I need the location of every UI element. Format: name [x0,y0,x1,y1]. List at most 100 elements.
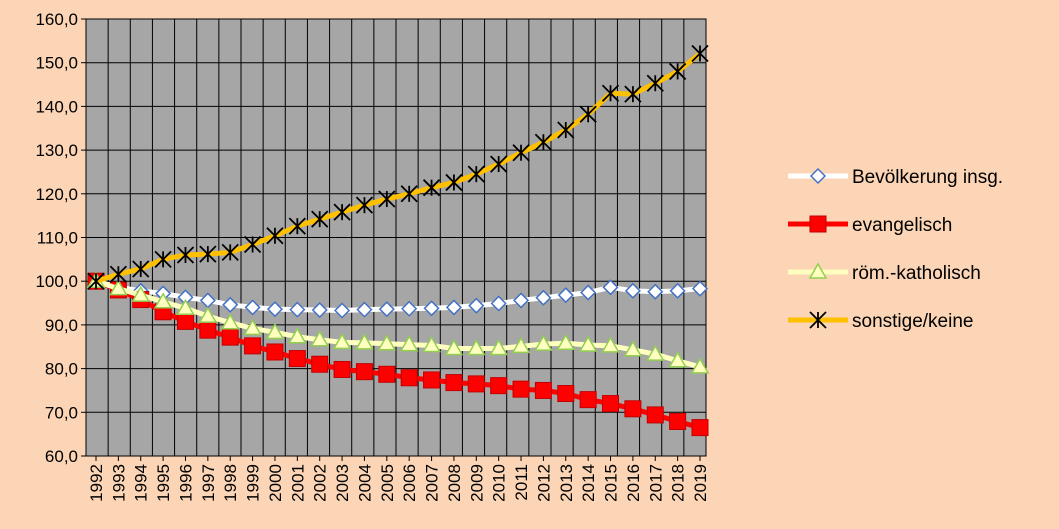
series-3 [87,44,709,290]
data-point [288,217,306,235]
data-point [220,313,240,330]
data-point [311,301,328,319]
data-point [445,374,463,392]
data-point [623,340,643,357]
data-point [310,330,329,347]
data-point [221,328,239,346]
data-point [691,280,709,297]
y-tick-label: 160,0 [35,10,78,29]
legend: Bevölkerung insg. evangelisch röm.-katholi… [788,167,1003,332]
data-point [556,333,576,351]
legend-entry-1: evangelisch [788,215,952,236]
data-point [579,105,597,123]
x-tick-label: 2011 [512,464,531,501]
data-point [557,385,575,403]
y-tick-label: 90,0 [45,316,78,335]
data-point [690,357,710,374]
data-point [647,283,664,300]
data-point [356,301,373,318]
x-tick-label: 2007 [423,464,442,502]
data-point [109,265,128,283]
x-tick-label: 1995 [154,464,173,502]
data-point [490,155,508,173]
data-point [333,203,351,221]
legend-entry-3: sonstige/keine [788,311,973,332]
x-tick-label: 2005 [378,464,397,502]
data-point [109,279,128,296]
y-tick-label: 140,0 [35,97,78,116]
data-point [377,334,397,351]
data-point [445,299,462,316]
data-point [400,369,418,387]
data-point [401,300,418,317]
y-tick-label: 70,0 [45,403,78,422]
data-point [288,350,306,368]
data-point [668,62,687,81]
data-point [244,299,261,316]
x-tick-label: 2009 [467,464,486,502]
data-point [399,335,419,352]
x-tick-label: 1993 [109,464,128,502]
x-tick-label: 2016 [624,464,643,502]
x-tick-label: 2003 [333,464,352,502]
data-point [624,85,642,103]
data-point [355,363,373,381]
data-point [311,355,329,373]
data-point [243,318,262,336]
data-point [534,381,552,399]
y-tick-label: 120,0 [35,185,78,204]
data-point [467,165,485,183]
data-point [132,260,150,278]
series-line [95,278,701,370]
legend-label: röm.-katholisch [852,263,981,284]
data-point [691,44,709,63]
series-line [95,278,701,313]
y-tick-label: 110,0 [37,229,78,248]
data-point [602,395,620,413]
data-point [534,133,553,151]
data-point [468,297,485,314]
data-point [265,322,285,340]
data-point [602,279,619,296]
data-point [311,210,329,228]
x-tick-label: 2019 [691,464,710,502]
data-point [198,306,218,323]
data-point [557,287,574,304]
y-tick-label: 130,0 [35,141,78,160]
data-point [400,185,418,203]
data-point [131,285,151,302]
data-point [355,196,374,214]
data-point [422,335,441,353]
data-point [601,84,620,102]
data-point [423,300,440,317]
x-tick-label: 2000 [266,464,285,502]
data-point [199,245,217,263]
data-point [87,272,105,290]
data-point [288,327,307,344]
data-point [153,292,173,309]
data-point [176,246,195,264]
data-point [512,380,530,398]
data-point [221,243,239,261]
x-tick-label: 2006 [400,464,419,502]
series-layer [86,44,710,437]
data-point [511,336,531,354]
data-point [580,284,597,301]
data-point [467,338,486,356]
data-point [624,400,642,418]
data-point [691,419,709,437]
x-tick-label: 2017 [646,464,665,502]
x-tick-label: 2002 [311,464,330,502]
legend-marker [809,167,827,185]
data-point [669,282,686,299]
x-tick-label: 2018 [669,464,688,502]
x-tick-label: 1997 [199,464,218,502]
data-point [534,334,553,351]
legend-marker [808,262,828,279]
data-point [601,336,620,353]
x-tick-label: 1998 [221,464,240,502]
legend-label: sonstige/keine [852,311,973,332]
series-line [95,278,701,431]
data-point [243,235,262,254]
data-point [579,391,597,409]
